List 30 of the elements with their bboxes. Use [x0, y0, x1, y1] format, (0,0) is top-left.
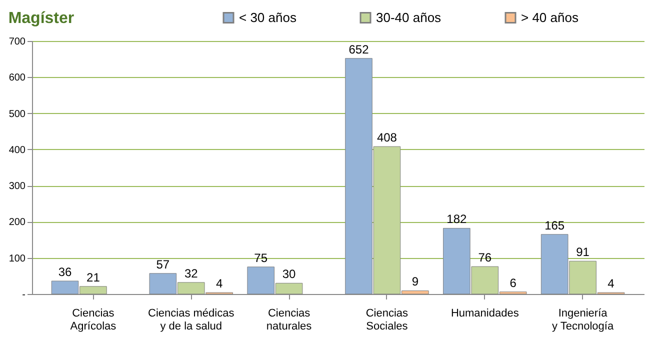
- y-tick-label: 600: [8, 72, 26, 84]
- x-tick-label: Ciencias médicas y de la salud: [148, 308, 235, 332]
- data-label: 9: [412, 274, 419, 289]
- y-tick-label: 400: [8, 144, 26, 156]
- data-label: 21: [86, 270, 100, 284]
- y-tick-label: 700: [8, 36, 26, 48]
- y-tick-label: 300: [8, 181, 26, 192]
- x-tick-label: Ciencias naturales: [266, 308, 312, 332]
- y-tick-label: 500: [8, 108, 26, 120]
- data-label: 408: [376, 130, 398, 145]
- legend-label: > 40 años: [521, 10, 579, 25]
- y-tick-label: -: [22, 290, 26, 300]
- x-tick-label: Ciencias Agrícolas: [70, 308, 117, 332]
- data-label: 32: [184, 266, 198, 280]
- data-label: 6: [510, 276, 517, 290]
- y-tick-label: 200: [8, 217, 26, 228]
- x-tick-label: Humanidades: [450, 308, 520, 320]
- data-label: 57: [156, 257, 170, 272]
- data-label: 652: [348, 42, 370, 56]
- legend-label: 30-40 años: [376, 10, 442, 25]
- data-label: 4: [608, 276, 615, 291]
- y-tick-label: 100: [8, 253, 26, 264]
- data-label: 30: [282, 267, 296, 282]
- data-label: 4: [216, 276, 223, 291]
- legend-label: < 30 años: [239, 10, 297, 25]
- x-tick-label: Ciencias Sociales: [366, 308, 409, 332]
- x-tick-label: Ingeniería y Tecnología: [552, 308, 614, 332]
- data-label: 36: [58, 264, 72, 279]
- chart-title: Magíster: [8, 10, 74, 27]
- data-label: 91: [576, 245, 590, 260]
